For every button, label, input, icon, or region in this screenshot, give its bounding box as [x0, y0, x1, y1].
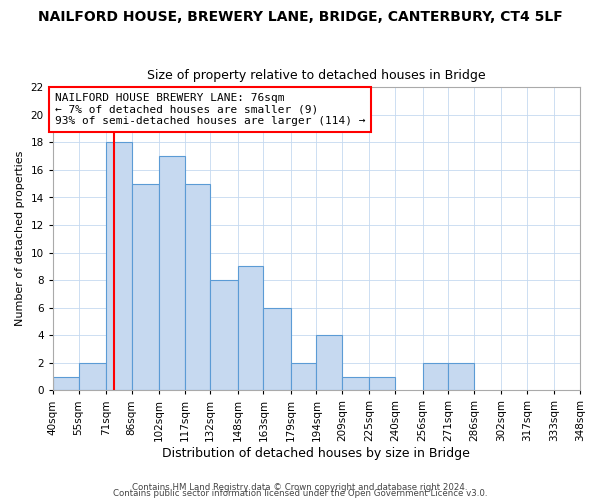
- Bar: [210, 280, 238, 390]
- Text: Contains HM Land Registry data © Crown copyright and database right 2024.: Contains HM Land Registry data © Crown c…: [132, 484, 468, 492]
- Title: Size of property relative to detached houses in Bridge: Size of property relative to detached ho…: [147, 69, 486, 82]
- Text: Contains public sector information licensed under the Open Government Licence v3: Contains public sector information licen…: [113, 490, 487, 498]
- Text: NAILFORD HOUSE, BREWERY LANE, BRIDGE, CANTERBURY, CT4 5LF: NAILFORD HOUSE, BREWERY LANE, BRIDGE, CA…: [38, 10, 562, 24]
- Bar: [342, 376, 370, 390]
- Bar: [263, 308, 291, 390]
- Bar: [238, 266, 263, 390]
- Bar: [106, 142, 131, 390]
- Bar: [316, 335, 342, 390]
- Y-axis label: Number of detached properties: Number of detached properties: [15, 151, 25, 326]
- Bar: [448, 363, 474, 390]
- Bar: [131, 184, 159, 390]
- Bar: [422, 363, 448, 390]
- Bar: [370, 376, 395, 390]
- X-axis label: Distribution of detached houses by size in Bridge: Distribution of detached houses by size …: [163, 447, 470, 460]
- Text: NAILFORD HOUSE BREWERY LANE: 76sqm
← 7% of detached houses are smaller (9)
93% o: NAILFORD HOUSE BREWERY LANE: 76sqm ← 7% …: [55, 93, 365, 126]
- Bar: [291, 363, 316, 390]
- Bar: [79, 363, 106, 390]
- Bar: [53, 376, 79, 390]
- Bar: [185, 184, 210, 390]
- Bar: [159, 156, 185, 390]
